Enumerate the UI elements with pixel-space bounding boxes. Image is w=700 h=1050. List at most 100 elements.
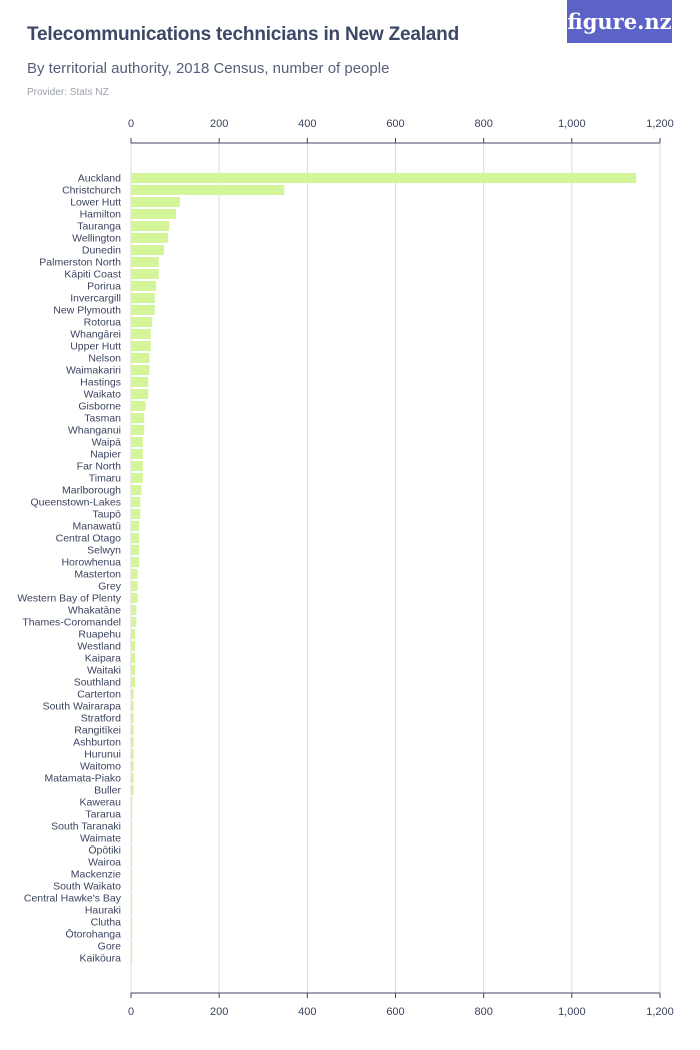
bar bbox=[131, 797, 133, 807]
provider-note: Provider: Stats NZ bbox=[27, 87, 109, 98]
category-label: Kawerau bbox=[80, 797, 122, 809]
bar bbox=[131, 881, 133, 891]
category-label: Central Hawke's Bay bbox=[24, 893, 122, 905]
category-label: Hurunui bbox=[84, 749, 121, 761]
x-tick-label-bottom: 0 bbox=[128, 1006, 134, 1018]
bar bbox=[131, 713, 134, 723]
category-label: Hamilton bbox=[80, 209, 122, 221]
bar bbox=[131, 461, 143, 471]
bar bbox=[131, 485, 142, 495]
category-label: Hastings bbox=[80, 377, 121, 389]
category-label: South Taranaki bbox=[51, 821, 121, 833]
category-label: Kāpiti Coast bbox=[64, 269, 121, 281]
bar bbox=[131, 905, 133, 915]
category-label: Western Bay of Plenty bbox=[17, 593, 121, 605]
bar bbox=[131, 437, 143, 447]
category-label: Ashburton bbox=[73, 737, 121, 749]
bar bbox=[131, 449, 143, 459]
bar bbox=[131, 173, 637, 183]
bar bbox=[131, 569, 138, 579]
logo-text: figure.nz bbox=[567, 9, 672, 34]
bar bbox=[131, 641, 135, 651]
category-label: Nelson bbox=[88, 353, 121, 365]
category-label: Matamata-Piako bbox=[45, 773, 122, 785]
category-label: Whangārei bbox=[70, 329, 121, 341]
bar bbox=[131, 929, 133, 939]
category-label: Taupō bbox=[92, 509, 121, 521]
bar bbox=[131, 365, 150, 375]
chart-title: Telecommunications technicians in New Ze… bbox=[27, 24, 459, 45]
category-label: Stratford bbox=[81, 713, 121, 725]
category-label: Waimakariri bbox=[66, 365, 121, 377]
bar bbox=[131, 809, 133, 819]
category-label: Waimate bbox=[80, 833, 121, 845]
category-label: Gisborne bbox=[78, 401, 121, 413]
bar bbox=[131, 761, 134, 771]
category-label: Porirua bbox=[87, 281, 121, 293]
category-label: Thames-Coromandel bbox=[22, 617, 121, 629]
category-label: Far North bbox=[77, 461, 122, 473]
bar bbox=[131, 833, 133, 843]
bar bbox=[131, 353, 150, 363]
category-label: Waitomo bbox=[80, 761, 121, 773]
bar bbox=[131, 305, 155, 315]
bar bbox=[131, 857, 133, 867]
category-label: Kaikōura bbox=[80, 953, 122, 965]
x-tick-label-top: 600 bbox=[386, 118, 404, 130]
bar bbox=[131, 845, 133, 855]
category-label: Clutha bbox=[91, 917, 122, 929]
category-label: Grey bbox=[98, 581, 122, 593]
chart-subtitle: By territorial authority, 2018 Census, n… bbox=[27, 60, 390, 77]
x-tick-label-top: 1,200 bbox=[646, 118, 674, 130]
category-label: Auckland bbox=[78, 173, 121, 185]
bar bbox=[131, 689, 134, 699]
category-label: Southland bbox=[74, 677, 121, 689]
category-label: Ōtorohanga bbox=[66, 929, 122, 941]
x-tick-label-bottom: 1,200 bbox=[646, 1006, 674, 1018]
bar bbox=[131, 785, 134, 795]
category-label: Waipā bbox=[92, 437, 122, 449]
category-label: Masterton bbox=[74, 569, 121, 581]
bar bbox=[131, 281, 157, 291]
bar bbox=[131, 617, 137, 627]
bar bbox=[131, 653, 135, 663]
category-label: Manawatū bbox=[73, 521, 122, 533]
category-label: Gore bbox=[98, 941, 122, 953]
category-label: Wairoa bbox=[88, 857, 121, 869]
bar bbox=[131, 605, 137, 615]
category-label: Napier bbox=[90, 449, 121, 461]
bar bbox=[131, 233, 169, 243]
category-label: Ruapehu bbox=[78, 629, 121, 641]
category-label: Tararua bbox=[85, 809, 121, 821]
category-label: Horowhenua bbox=[61, 557, 121, 569]
bar bbox=[131, 749, 134, 759]
x-tick-label-top: 1,000 bbox=[558, 118, 586, 130]
category-label: Upper Hutt bbox=[70, 341, 121, 353]
category-label: Tasman bbox=[84, 413, 121, 425]
bar bbox=[131, 701, 134, 711]
bar bbox=[131, 317, 153, 327]
x-tick-label-bottom: 200 bbox=[210, 1006, 228, 1018]
bar bbox=[131, 245, 165, 255]
bar bbox=[131, 737, 134, 747]
category-label: Dunedin bbox=[82, 245, 121, 257]
bar bbox=[131, 197, 180, 207]
bar bbox=[131, 593, 138, 603]
category-label: Waitaki bbox=[87, 665, 121, 677]
x-tick-label-top: 800 bbox=[474, 118, 492, 130]
category-label: South Wairarapa bbox=[43, 701, 122, 713]
bar bbox=[131, 629, 135, 639]
bar bbox=[131, 521, 139, 531]
category-label: Waikato bbox=[83, 389, 121, 401]
figure-nz-logo[interactable]: figure.nz bbox=[567, 0, 672, 43]
bar bbox=[131, 389, 149, 399]
x-tick-label-bottom: 600 bbox=[386, 1006, 404, 1018]
category-label: Hauraki bbox=[85, 905, 121, 917]
bar bbox=[131, 533, 139, 543]
category-label: Mackenzie bbox=[71, 869, 121, 881]
bar bbox=[131, 413, 145, 423]
category-label: Kaipara bbox=[85, 653, 121, 665]
bar bbox=[131, 257, 159, 267]
x-tick-label-bottom: 1,000 bbox=[558, 1006, 586, 1018]
x-tick-label-bottom: 400 bbox=[298, 1006, 316, 1018]
